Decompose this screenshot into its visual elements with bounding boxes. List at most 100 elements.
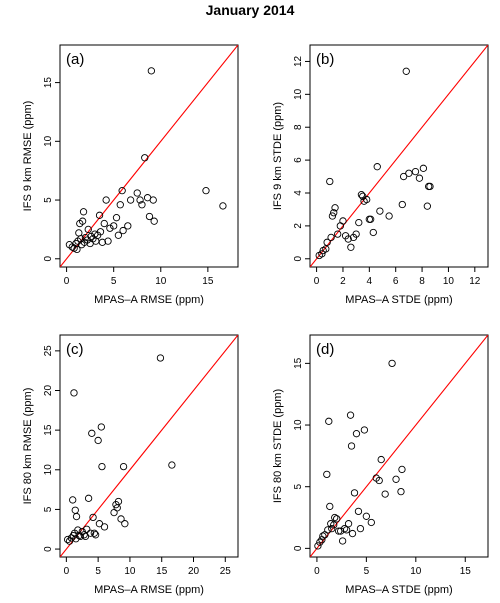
x-tick-label: 15 — [460, 566, 472, 577]
plot-frame — [309, 44, 489, 268]
data-point — [354, 507, 363, 516]
data-point — [118, 187, 126, 195]
data-point — [150, 217, 158, 225]
y-tick-label: 5 — [43, 506, 54, 512]
x-tick-label: 5 — [364, 566, 370, 577]
y-axis-label: IFS 80 km STDE (ppm) — [272, 389, 284, 503]
data-point — [327, 233, 335, 242]
data-point — [338, 537, 347, 545]
data-point — [392, 475, 400, 483]
data-point — [110, 508, 118, 517]
data-point — [149, 196, 157, 204]
data-point — [72, 512, 81, 521]
data-point — [344, 520, 353, 528]
data-point — [86, 529, 95, 537]
data-point — [324, 526, 332, 534]
panel-2: 0 5 10 15 20 25 0 5 10 15 20 25 MPAS–A RMSE (ppm) IFS… — [22, 334, 239, 596]
x-tick-label: 4 — [367, 276, 373, 287]
data-point — [98, 238, 107, 246]
x-tick-label: 0 — [314, 276, 320, 287]
y-tick-label: 10 — [293, 419, 304, 431]
data-point — [411, 167, 420, 176]
data-point — [84, 494, 93, 502]
x-axis-label: MPAS–A RMSE (ppm) — [94, 584, 204, 596]
x-tick-label: 15 — [202, 276, 214, 287]
data-point — [323, 470, 331, 479]
y-tick-label: 5 — [293, 483, 304, 489]
y-tick-label: 2 — [293, 223, 304, 229]
data-point — [342, 526, 351, 534]
data-point — [119, 226, 127, 235]
data-point — [398, 465, 406, 474]
panel-label: (b) — [316, 51, 334, 68]
data-point — [352, 230, 360, 238]
data-point — [136, 196, 144, 204]
data-point — [402, 67, 410, 75]
data-point — [373, 163, 381, 171]
panel-3: 0 5 10 15 0 5 10 15 MPAS–A STDE (ppm) IFS 80 km S… — [272, 334, 489, 596]
y-tick-label: 5 — [43, 197, 54, 203]
y-tick-label: 25 — [43, 345, 54, 357]
data-point — [376, 207, 384, 215]
data-point — [100, 523, 109, 531]
data-point — [347, 243, 355, 251]
plot-frame — [59, 334, 239, 558]
data-point — [81, 233, 90, 242]
y-tick-label: 10 — [43, 135, 54, 147]
data-point — [348, 529, 357, 538]
y-tick-label: 20 — [43, 385, 54, 397]
data-point — [81, 532, 90, 541]
x-tick-label: 25 — [220, 566, 232, 577]
data-point — [419, 164, 428, 172]
data-point — [75, 229, 83, 237]
data-point — [138, 201, 146, 209]
x-tick-label: 0 — [64, 276, 70, 287]
data-point — [76, 532, 84, 541]
data-point — [423, 202, 431, 210]
data-point — [328, 212, 337, 220]
data-point — [426, 182, 434, 191]
figure-title: January 2014 — [205, 2, 295, 18]
x-tick-label: 0 — [64, 566, 70, 577]
data-point — [104, 237, 112, 245]
data-point — [362, 512, 371, 520]
data-point — [70, 389, 78, 397]
x-axis-label: MPAS–A RMSE (ppm) — [94, 294, 204, 306]
data-point — [377, 455, 385, 464]
data-point — [360, 426, 369, 434]
data-point — [352, 430, 361, 438]
y-tick-label: 15 — [43, 424, 54, 436]
data-point — [347, 442, 356, 450]
x-tick-label: 5 — [95, 566, 101, 577]
data-point — [95, 211, 104, 219]
data-point — [83, 525, 91, 533]
panel-0: 0 5 10 15 0 5 10 15 MPAS–A RMSE (ppm) IFS 9 km RM… — [22, 44, 239, 306]
data-point — [346, 411, 355, 419]
x-tick-label: 12 — [469, 276, 481, 287]
data-point — [141, 154, 149, 162]
y-axis-label: IFS 9 km STDE (ppm) — [272, 102, 284, 210]
data-point — [331, 513, 339, 522]
data-point — [117, 515, 125, 523]
data-point — [114, 497, 123, 506]
data-point — [94, 436, 102, 445]
data-point — [363, 195, 371, 204]
data-point — [397, 487, 405, 496]
x-tick-label: 10 — [155, 276, 167, 287]
y-tick-label: 0 — [293, 256, 304, 262]
data-point — [326, 177, 334, 186]
x-tick-label: 8 — [419, 276, 425, 287]
data-point — [156, 354, 165, 362]
data-point — [96, 228, 105, 236]
data-point — [124, 222, 132, 230]
data-point — [325, 417, 333, 425]
data-point — [344, 235, 352, 243]
data-point — [74, 526, 82, 534]
y-axis-label: IFS 9 km RMSE (ppm) — [22, 101, 34, 212]
y-tick-label: 10 — [293, 88, 304, 100]
data-point — [328, 524, 336, 533]
data-point — [326, 502, 334, 511]
data-point — [145, 212, 154, 221]
data-point — [385, 212, 393, 220]
data-point — [69, 496, 77, 504]
